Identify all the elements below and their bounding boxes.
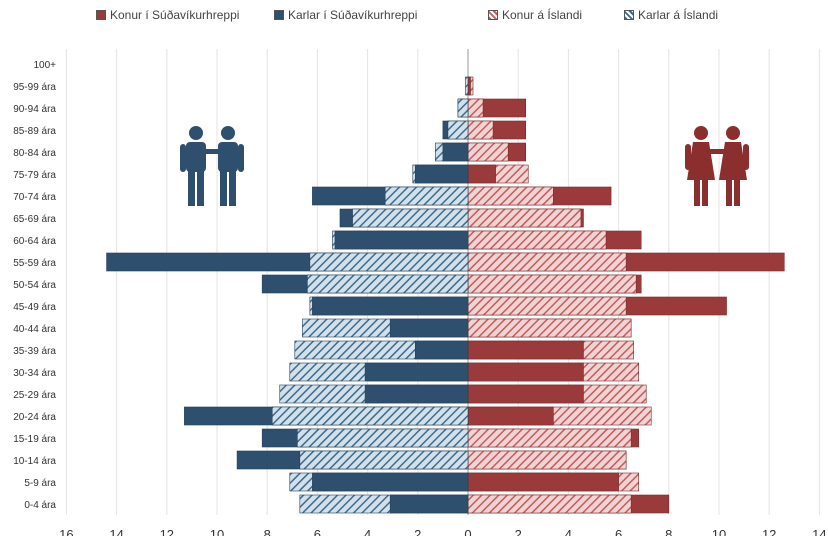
y-tick-label: 80-84 ára <box>13 148 56 159</box>
bar-karlar-sudavik <box>442 142 469 162</box>
bar-konur-islandi <box>467 296 627 316</box>
bar-konur-islandi <box>467 252 627 272</box>
bar-konur-islandi <box>467 120 494 140</box>
bar-karlar-sudavik <box>364 384 469 404</box>
legend-item-karlar-isl: Karlar á Íslandi <box>624 8 718 22</box>
bar-karlar-sudavik <box>364 362 469 382</box>
bar-konur-islandi <box>467 208 582 228</box>
bar-konur-islandi <box>467 450 627 470</box>
x-tick-label: 8 <box>665 527 672 536</box>
bar-karlar-islandi <box>447 120 469 140</box>
bar-karlar-islandi <box>457 98 469 118</box>
y-tick-label: 95-99 ára <box>13 82 56 93</box>
legend-label: Karlar í Súðavíkurhreppi <box>288 8 418 22</box>
bar-konur-sudavik <box>467 340 584 360</box>
bar-konur-islandi <box>467 142 509 162</box>
x-tick-label: 6 <box>615 527 622 536</box>
bar-karlar-islandi <box>309 252 469 272</box>
bar-karlar-sudavik <box>312 472 469 492</box>
bar-karlar-sudavik <box>414 340 469 360</box>
bar-karlar-sudavik <box>389 494 469 514</box>
bar-karlar-islandi <box>465 76 469 96</box>
y-tick-label: 55-59 ára <box>13 258 56 269</box>
male-couple-icon <box>180 126 244 206</box>
x-tick-label: 12 <box>160 527 174 536</box>
x-tick-label: 4 <box>565 527 572 536</box>
y-tick-label: 75-79 ára <box>13 170 56 181</box>
legend-swatch <box>624 10 634 20</box>
bar-karlar-islandi <box>297 428 469 448</box>
y-tick-label: 100+ <box>33 60 56 71</box>
bar-konur-islandi <box>467 186 554 206</box>
y-tick-label: 35-39 ára <box>13 346 56 357</box>
y-tick-label: 25-29 ára <box>13 390 56 401</box>
bar-konur-sudavik <box>467 384 584 404</box>
y-tick-label: 65-69 ára <box>13 214 56 225</box>
bar-konur-sudavik <box>467 362 584 382</box>
x-tick-label: 14 <box>812 527 826 536</box>
y-tick-labels: 0-4 ára 5-9 ára 10-14 ára 15-19 ára 20-24 ár… <box>13 60 56 511</box>
bar-konur-islandi <box>467 494 632 514</box>
legend-label: Karlar á Íslandi <box>638 8 719 22</box>
x-tick-label: 14 <box>109 527 123 536</box>
legend-swatch <box>488 10 498 20</box>
bar-karlar-islandi <box>352 208 469 228</box>
legend-label: Konur í Súðavíkurhreppi <box>110 8 240 22</box>
y-tick-label: 30-34 ára <box>13 368 56 379</box>
y-tick-label: 20-24 ára <box>13 412 56 423</box>
x-tick-label: 10 <box>712 527 726 536</box>
x-tick-label: 0 <box>464 527 471 536</box>
y-tick-label: 40-44 ára <box>13 324 56 335</box>
y-tick-label: 90-94 ára <box>13 104 56 115</box>
x-tick-label: 10 <box>210 527 224 536</box>
y-tick-label: 5-9 ára <box>24 478 56 489</box>
y-tick-label: 15-19 ára <box>13 434 56 445</box>
bar-karlar-sudavik <box>334 230 469 250</box>
bar-karlar-islandi <box>299 450 469 470</box>
bar-konur-islandi <box>467 230 607 250</box>
bar-konur-sudavik <box>467 406 554 426</box>
x-tick-label: 16 <box>59 527 73 536</box>
bar-konur-sudavik <box>467 76 471 96</box>
y-tick-label: 45-49 ára <box>13 302 56 313</box>
bar-konur-islandi <box>467 98 484 118</box>
y-tick-label: 0-4 ára <box>24 500 56 511</box>
x-tick-labels: 16 14 12 10 8 6 4 2 0 2 4 6 8 10 12 14 <box>59 527 826 536</box>
legend: Konur í Súðavíkurhreppi Karlar í Súðavík… <box>0 8 828 28</box>
bar-konur-islandi <box>467 274 637 294</box>
bars <box>106 76 785 514</box>
y-tick-label: 10-14 ára <box>13 456 56 467</box>
bar-karlar-islandi <box>384 186 469 206</box>
bar-konur-sudavik <box>467 164 496 184</box>
bar-konur-islandi <box>467 318 632 338</box>
x-tick-label: 12 <box>762 527 776 536</box>
x-tick-label: 6 <box>314 527 321 536</box>
x-tick-label: 2 <box>414 527 421 536</box>
legend-item-konur-sud: Konur í Súðavíkurhreppi <box>96 8 239 22</box>
legend-swatch <box>96 10 106 20</box>
bar-karlar-islandi <box>307 274 469 294</box>
bar-konur-islandi <box>467 428 632 448</box>
x-tick-label: 4 <box>364 527 371 536</box>
bar-karlar-sudavik <box>312 296 469 316</box>
bar-karlar-sudavik <box>414 164 469 184</box>
bar-karlar-sudavik <box>389 318 469 338</box>
legend-swatch <box>274 10 284 20</box>
legend-item-karlar-sud: Karlar í Súðavíkurhreppi <box>274 8 417 22</box>
y-tick-label: 70-74 ára <box>13 192 56 203</box>
y-tick-label: 85-89 ára <box>13 126 56 137</box>
y-tick-label: 50-54 ára <box>13 280 56 291</box>
x-tick-label: 8 <box>264 527 271 536</box>
bar-karlar-islandi <box>271 406 469 426</box>
legend-item-konur-isl: Konur á Íslandi <box>488 8 582 22</box>
bar-konur-sudavik <box>467 472 619 492</box>
female-couple-icon <box>685 126 749 206</box>
x-tick-label: 2 <box>515 527 522 536</box>
legend-label: Konur á Íslandi <box>502 8 583 22</box>
y-tick-label: 60-64 ára <box>13 236 56 247</box>
